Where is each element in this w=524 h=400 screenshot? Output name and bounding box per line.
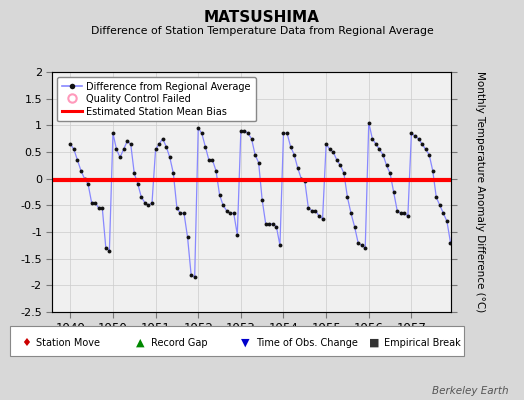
Y-axis label: Monthly Temperature Anomaly Difference (°C): Monthly Temperature Anomaly Difference (… (475, 71, 485, 313)
Text: Station Move: Station Move (36, 338, 100, 348)
Text: Difference of Station Temperature Data from Regional Average: Difference of Station Temperature Data f… (91, 26, 433, 36)
Text: ▲: ▲ (136, 338, 145, 348)
Text: Record Gap: Record Gap (151, 338, 208, 348)
Text: Berkeley Earth: Berkeley Earth (432, 386, 508, 396)
Text: Time of Obs. Change: Time of Obs. Change (256, 338, 357, 348)
Text: Empirical Break: Empirical Break (384, 338, 461, 348)
Text: MATSUSHIMA: MATSUSHIMA (204, 10, 320, 25)
Legend: Difference from Regional Average, Quality Control Failed, Estimated Station Mean: Difference from Regional Average, Qualit… (57, 77, 256, 122)
Text: ♦: ♦ (21, 338, 31, 348)
Text: ▼: ▼ (241, 338, 249, 348)
Text: ■: ■ (369, 338, 380, 348)
